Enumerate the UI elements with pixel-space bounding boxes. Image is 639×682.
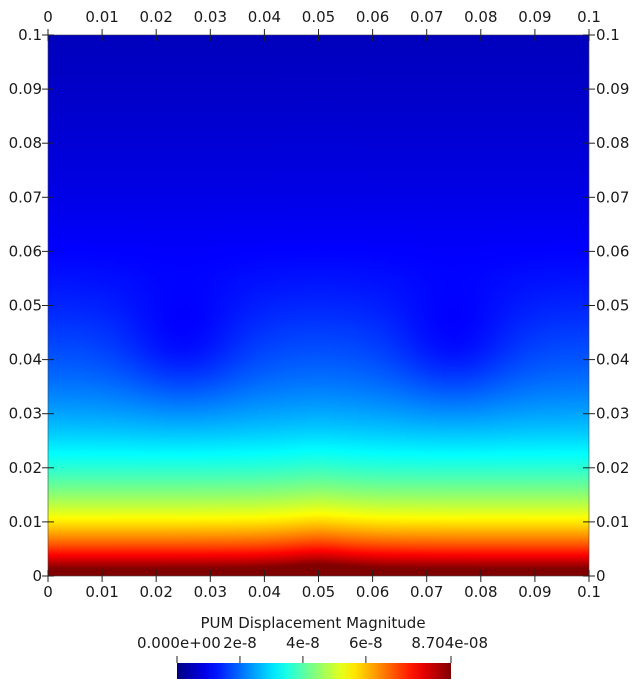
y-tick-label-right: 0.03 <box>596 405 629 423</box>
x-tick-label-bottom: 0.1 <box>577 583 601 601</box>
x-tick-label-bottom: 0.07 <box>410 583 443 601</box>
colorbar-label: 6e-8 <box>349 634 383 652</box>
x-tick-label-top: 0.07 <box>410 8 443 26</box>
y-tick-label-right: 0.08 <box>596 134 629 152</box>
y-tick-label-right: 0.09 <box>596 80 629 98</box>
x-tick-label-bottom: 0.05 <box>302 583 335 601</box>
y-tick-label-right: 0.05 <box>596 297 629 315</box>
axes: 000.010.010.020.020.030.030.040.040.050.… <box>9 8 630 601</box>
y-tick-label-left: 0.08 <box>9 134 42 152</box>
colorbar-title: PUM Displacement Magnitude <box>200 614 425 632</box>
plot-area <box>48 35 589 576</box>
colorbar-label: 2e-8 <box>223 634 257 652</box>
x-tick-label-bottom: 0.02 <box>139 583 172 601</box>
y-tick-label-left: 0.06 <box>9 242 42 260</box>
y-tick-label-left: 0.04 <box>9 351 42 369</box>
x-tick-label-bottom: 0.09 <box>518 583 551 601</box>
y-tick-label-right: 0.01 <box>596 513 629 531</box>
x-tick-label-top: 0.03 <box>194 8 227 26</box>
y-tick-label-left: 0.09 <box>9 80 42 98</box>
y-tick-label-left: 0.01 <box>9 513 42 531</box>
x-tick-label-top: 0.05 <box>302 8 335 26</box>
x-tick-label-bottom: 0.04 <box>248 583 281 601</box>
colorbar: PUM Displacement Magnitude 0.000e+00 2e-8… <box>137 614 488 679</box>
y-tick-label-left: 0.02 <box>9 459 42 477</box>
y-tick-label-right: 0.1 <box>596 26 620 44</box>
x-tick-label-top: 0 <box>43 8 53 26</box>
x-tick-label-top: 0.06 <box>356 8 389 26</box>
x-tick-label-bottom: 0.01 <box>85 583 118 601</box>
x-tick-label-bottom: 0.06 <box>356 583 389 601</box>
x-tick-label-bottom: 0.08 <box>464 583 497 601</box>
y-tick-label-left: 0 <box>32 567 42 585</box>
y-tick-label-left: 0.05 <box>9 297 42 315</box>
y-tick-label-right: 0.04 <box>596 351 629 369</box>
x-tick-label-top: 0.1 <box>577 8 601 26</box>
x-tick-label-top: 0.02 <box>139 8 172 26</box>
colorbar-label: 4e-8 <box>286 634 320 652</box>
x-tick-label-top: 0.01 <box>85 8 118 26</box>
x-tick-label-top: 0.09 <box>518 8 551 26</box>
x-tick-label-top: 0.08 <box>464 8 497 26</box>
x-tick-label-top: 0.04 <box>248 8 281 26</box>
y-tick-label-left: 0.07 <box>9 188 42 206</box>
y-tick-label-left: 0.1 <box>18 26 42 44</box>
y-tick-label-right: 0.06 <box>596 242 629 260</box>
y-tick-label-right: 0.02 <box>596 459 629 477</box>
y-tick-label-left: 0.03 <box>9 405 42 423</box>
colorbar-label: 8.704e-08 <box>411 634 488 652</box>
colorbar-gradient <box>177 663 451 679</box>
heatmap-field <box>48 35 589 576</box>
x-tick-label-bottom: 0.03 <box>194 583 227 601</box>
colorbar-label: 0.000e+00 <box>137 634 221 652</box>
y-tick-label-right: 0 <box>596 567 606 585</box>
y-tick-label-right: 0.07 <box>596 188 629 206</box>
x-tick-label-bottom: 0 <box>43 583 53 601</box>
